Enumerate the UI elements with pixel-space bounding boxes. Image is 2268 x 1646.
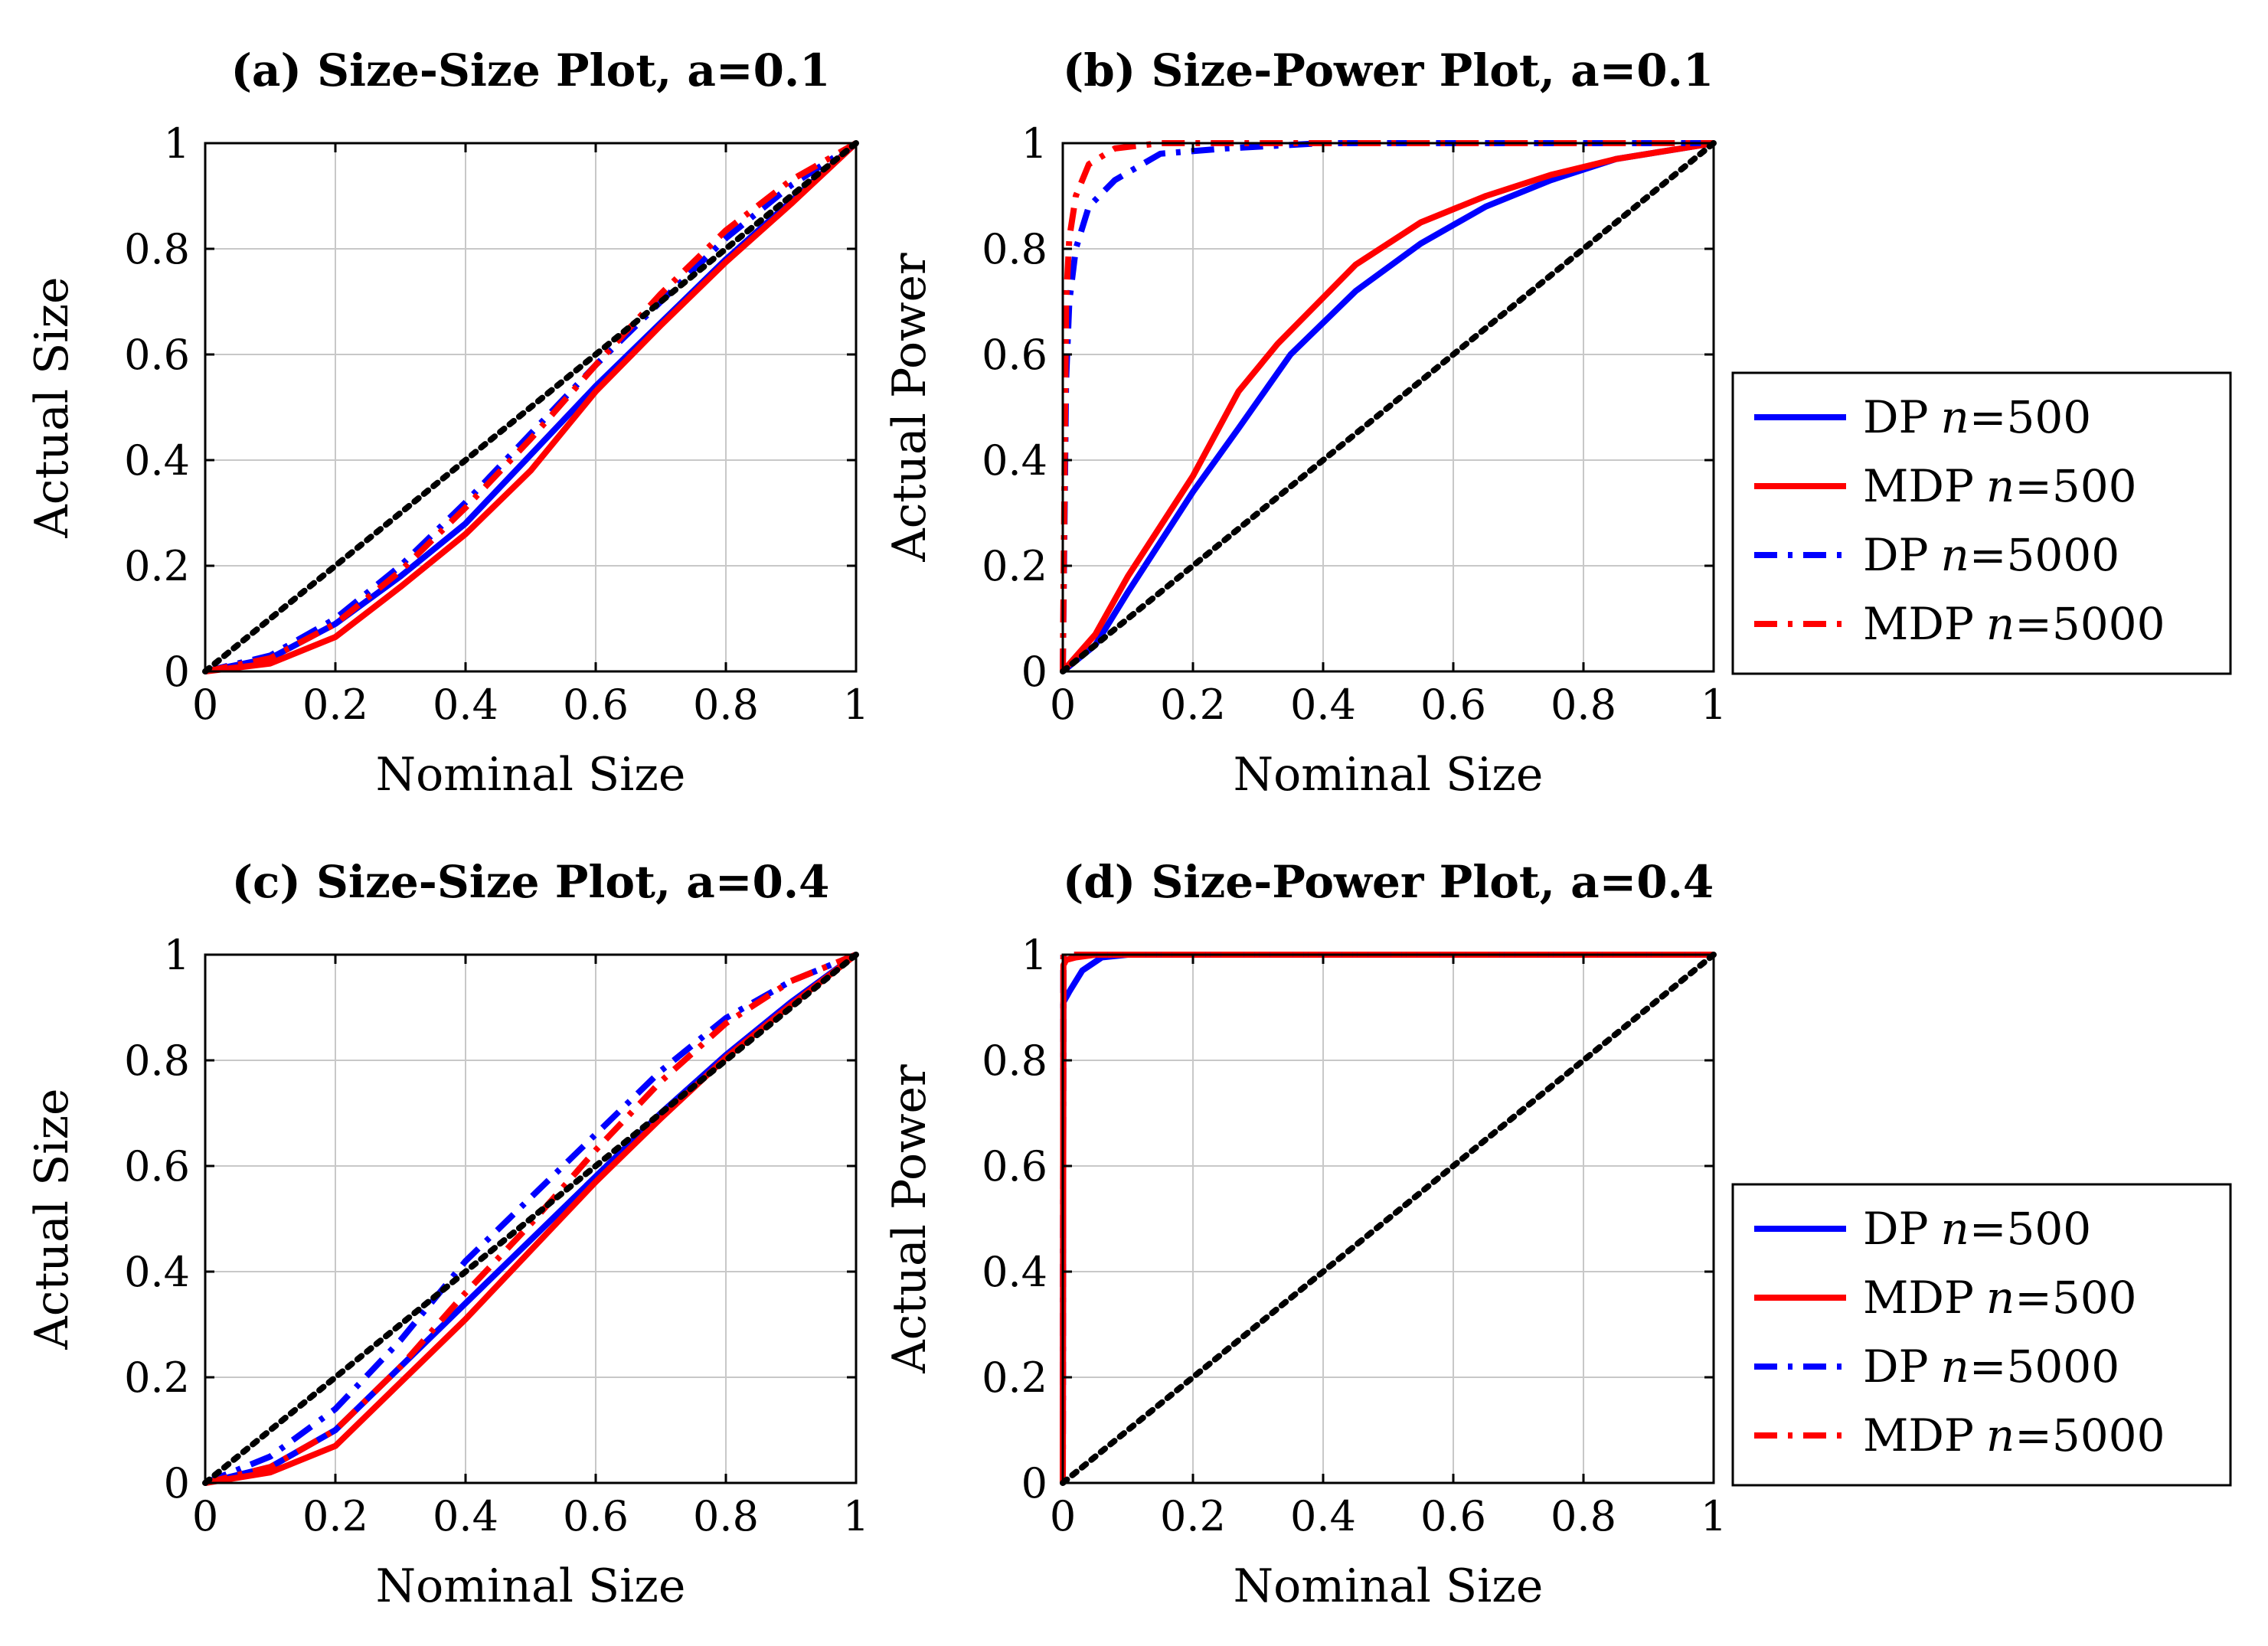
- x-axis-label: Nominal Size: [1234, 1559, 1544, 1613]
- series-line-mdp-n-5000: [1060, 140, 1714, 672]
- panel-a: (a) Size-Size Plot, a=0.1 0 0.2 0.4 0.6 0.8 1 0…: [25, 44, 869, 802]
- legend-entry-label: MDP n=500: [1863, 1272, 2137, 1324]
- legend-entry-label: DP n=5000: [1863, 529, 2119, 581]
- y-tick-label: 0: [164, 648, 190, 696]
- y-tick-label: 0.6: [982, 1142, 1047, 1190]
- series-line-45-degree: [202, 140, 859, 674]
- y-tick-label: 0.6: [982, 331, 1047, 379]
- y-tick-label: 1: [1021, 931, 1047, 979]
- legend-entry-label: MDP n=5000: [1863, 1409, 2165, 1461]
- y-axis-label: Actual Power: [883, 1064, 936, 1374]
- x-tick-label: 0.8: [1551, 1492, 1616, 1540]
- x-tick-label: 0.4: [1290, 1492, 1356, 1540]
- panel-title: (b) Size-Power Plot, a=0.1: [1063, 44, 1714, 96]
- y-tick-label: 0.2: [982, 542, 1047, 590]
- plot-frame: [204, 953, 858, 1484]
- x-tick-label: 0.2: [302, 1492, 368, 1540]
- y-tick-label: 0.2: [982, 1354, 1047, 1402]
- y-tick-label: 0: [164, 1459, 190, 1507]
- legend: DP n=500 MDP n=500 DP n=5000 MDP n=5000: [1731, 371, 2232, 675]
- y-tick-label: 1: [1021, 119, 1047, 168]
- panel-d: (d) Size-Power Plot, a=0.4 0 0.2 0.4 0.6 0.8 1…: [883, 856, 2232, 1613]
- legend-entry-label: DP n=5000: [1863, 1341, 2119, 1393]
- panel-title: (c) Size-Size Plot, a=0.4: [232, 856, 830, 908]
- y-tick-label: 1: [164, 119, 190, 168]
- legend-entry-label: DP n=500: [1863, 391, 2091, 443]
- y-tick-label: 0: [1021, 648, 1047, 696]
- x-tick-label: 1: [843, 681, 869, 729]
- y-tick-label: 0.4: [982, 1248, 1047, 1296]
- y-axis-label: Actual Size: [25, 276, 79, 538]
- y-tick-label: 0: [1021, 1459, 1047, 1507]
- x-tick-label: 0.8: [693, 681, 759, 729]
- x-tick-label: 0.6: [563, 681, 629, 729]
- series-line-mdp-n-5000: [204, 952, 858, 1486]
- series-line-dp-n-5000: [204, 140, 858, 674]
- panel-title: (d) Size-Power Plot, a=0.4: [1063, 856, 1714, 908]
- x-tick-label: 0.6: [563, 1492, 629, 1540]
- x-tick-label: 0.8: [693, 1492, 759, 1540]
- x-tick-label: 0.6: [1420, 681, 1486, 729]
- x-tick-label: 0.4: [433, 1492, 498, 1540]
- y-tick-label: 0.8: [124, 1037, 190, 1085]
- y-axis-label: Actual Power: [883, 253, 936, 563]
- x-tick-label: 0: [1050, 1492, 1076, 1540]
- y-tick-label: 0.2: [124, 1354, 190, 1402]
- series-line-45-degree: [1060, 952, 1717, 1486]
- y-tick-label: 0.6: [124, 331, 190, 379]
- series-line-mdp-n-5000: [204, 140, 858, 674]
- x-axis-label: Nominal Size: [376, 1559, 686, 1613]
- panel-b: (b) Size-Power Plot, a=0.1 0 0.2 0.4 0.6 0.8 1…: [883, 44, 2232, 802]
- legend-entry-label: MDP n=500: [1863, 460, 2137, 512]
- y-tick-label: 0.2: [124, 542, 190, 590]
- x-tick-label: 0.2: [1160, 1492, 1226, 1540]
- series-line-mdp-n-500: [204, 141, 858, 674]
- x-tick-label: 1: [1701, 1492, 1727, 1540]
- plot-frame: [204, 142, 858, 673]
- y-tick-label: 0.4: [982, 436, 1047, 485]
- legend-entry-label: MDP n=5000: [1863, 598, 2165, 650]
- legend: DP n=500 MDP n=500 DP n=5000 MDP n=5000: [1731, 1183, 2232, 1487]
- y-tick-label: 0.6: [124, 1142, 190, 1190]
- x-tick-label: 0.8: [1551, 681, 1616, 729]
- x-axis-label: Nominal Size: [376, 748, 686, 802]
- plot-frame: [1061, 953, 1715, 1484]
- plot-frame: [1061, 142, 1715, 673]
- panel-c: (c) Size-Size Plot, a=0.4 0 0.2 0.4 0.6 0.8 1 0…: [25, 856, 869, 1613]
- x-tick-label: 1: [843, 1492, 869, 1540]
- x-tick-label: 0: [1050, 681, 1076, 729]
- x-tick-label: 0.2: [302, 681, 368, 729]
- x-axis-label: Nominal Size: [1234, 748, 1544, 802]
- x-tick-label: 0.4: [1290, 681, 1356, 729]
- y-tick-label: 0.8: [982, 225, 1047, 273]
- series-line-45-degree: [1060, 140, 1717, 674]
- y-tick-label: 0.8: [124, 225, 190, 273]
- x-tick-label: 0: [192, 1492, 218, 1540]
- series-line-45-degree: [202, 952, 859, 1486]
- panel-title: (a) Size-Size Plot, a=0.1: [230, 44, 830, 96]
- x-tick-label: 0: [192, 681, 218, 729]
- y-tick-label: 0.4: [124, 436, 190, 485]
- x-tick-label: 0.6: [1420, 1492, 1486, 1540]
- x-tick-label: 0.4: [433, 681, 498, 729]
- y-tick-label: 0.8: [982, 1037, 1047, 1085]
- x-tick-label: 0.2: [1160, 681, 1226, 729]
- y-tick-label: 0.4: [124, 1248, 190, 1296]
- x-tick-label: 1: [1701, 681, 1727, 729]
- y-tick-label: 1: [164, 931, 190, 979]
- y-axis-label: Actual Size: [25, 1088, 79, 1350]
- series-line-mdp-n-500: [1060, 140, 1714, 674]
- legend-entry-label: DP n=500: [1863, 1203, 2091, 1255]
